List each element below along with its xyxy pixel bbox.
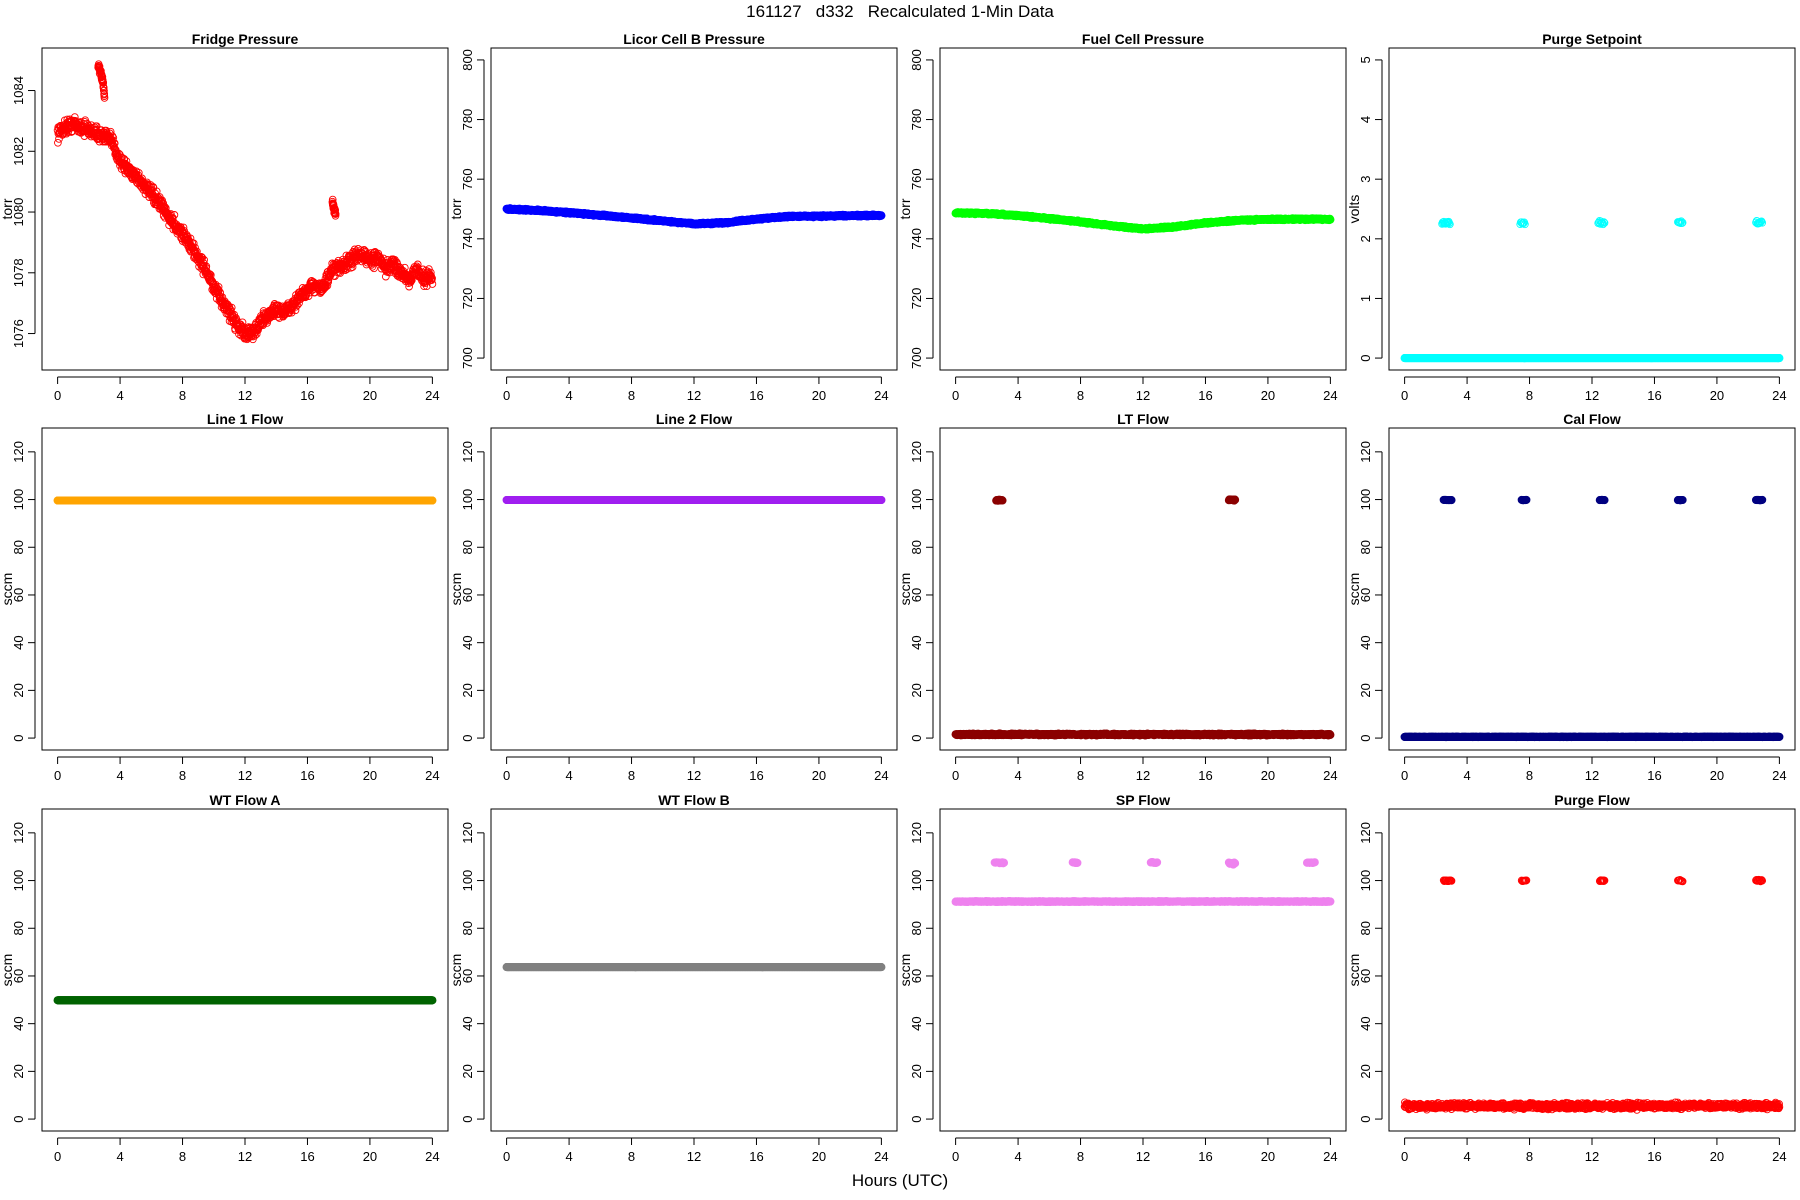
y-tick-label: 800 xyxy=(460,49,475,71)
panel-title: Fuel Cell Pressure xyxy=(1082,31,1204,47)
x-tick-label: 0 xyxy=(54,388,61,403)
data-point xyxy=(84,121,93,130)
x-tick-label: 12 xyxy=(238,388,252,403)
x-tick-label: 16 xyxy=(749,388,763,403)
data-point xyxy=(111,144,119,153)
y-axis-label: torr xyxy=(0,198,15,219)
data-point xyxy=(206,270,214,279)
y-tick-label: 760 xyxy=(460,168,475,190)
x-tick-label: 0 xyxy=(503,388,510,403)
x-tick-label: 24 xyxy=(874,388,888,403)
y-tick-label: 740 xyxy=(909,228,924,250)
data-point xyxy=(877,211,886,220)
x-tick-label: 12 xyxy=(687,388,701,403)
data-point xyxy=(306,288,314,297)
data-point xyxy=(218,293,227,302)
x-tick-label: 8 xyxy=(628,388,635,403)
y-axis-label: torr xyxy=(897,198,913,219)
panel-1: Licor Cell B Pressure 0 4 8 12 16 20 24 700 720 74… xyxy=(448,31,898,403)
data-point xyxy=(189,239,198,248)
panel-title: Licor Cell B Pressure xyxy=(623,31,765,47)
data-point xyxy=(198,253,207,262)
data-point xyxy=(158,196,166,205)
y-tick-label: 720 xyxy=(909,288,924,310)
y-tick-label: 720 xyxy=(460,288,475,310)
x-tick-label: 4 xyxy=(1014,388,1021,403)
y-tick-label: 760 xyxy=(909,168,924,190)
data-point xyxy=(109,133,118,142)
data-points xyxy=(951,208,1335,234)
y-tick-label: 780 xyxy=(909,109,924,131)
x-tick-label: 16 xyxy=(1198,388,1212,403)
data-point xyxy=(193,247,201,256)
y-tick-label: 1076 xyxy=(11,319,26,348)
data-point xyxy=(323,281,332,290)
data-point xyxy=(70,113,79,121)
x-tick-label: 20 xyxy=(812,388,826,403)
data-point xyxy=(304,292,313,300)
x-tick-label: 12 xyxy=(1136,388,1150,403)
x-tick-label: 20 xyxy=(1261,388,1275,403)
y-tick-label: 700 xyxy=(460,347,475,369)
data-point xyxy=(216,288,225,297)
data-points xyxy=(1400,216,1784,363)
y-tick-label: 700 xyxy=(909,347,924,369)
data-point xyxy=(222,302,231,310)
data-points xyxy=(502,204,886,229)
data-point xyxy=(252,330,261,338)
data-point xyxy=(54,138,62,147)
figure-title: 161127 d332 Recalculated 1-Min Data xyxy=(746,2,1054,21)
y-tick-label: 740 xyxy=(460,228,475,250)
x-tick-label: 0 xyxy=(952,388,959,403)
y-tick-label: 780 xyxy=(460,109,475,131)
data-point xyxy=(227,303,236,312)
x-tick-label: 24 xyxy=(1323,388,1337,403)
panel-title: Fridge Pressure xyxy=(192,31,299,47)
y-axis-label: torr xyxy=(448,198,464,219)
x-tick-label: 16 xyxy=(300,388,314,403)
x-tick-label: 4 xyxy=(116,388,123,403)
y-tick-label: 800 xyxy=(909,49,924,71)
data-point xyxy=(291,306,300,315)
data-point xyxy=(179,223,188,232)
data-points xyxy=(53,60,437,344)
x-tick-label: 8 xyxy=(1077,388,1084,403)
x-tick-label: 4 xyxy=(565,388,572,403)
data-point xyxy=(170,211,179,219)
data-point xyxy=(191,243,199,252)
x-tick-label: 24 xyxy=(425,388,439,403)
data-point xyxy=(249,335,257,344)
y-tick-label: 1084 xyxy=(11,76,26,105)
data-point xyxy=(108,132,117,141)
data-point xyxy=(1326,215,1335,224)
data-point xyxy=(343,265,351,273)
data-point xyxy=(157,197,166,206)
plot-frame xyxy=(939,47,1347,371)
data-point xyxy=(214,282,223,291)
panel-2: Fuel Cell Pressure 0 4 8 12 16 20 24 700 720 740 76… xyxy=(897,31,1347,403)
x-tick-label: 20 xyxy=(363,388,377,403)
y-tick-label: 1078 xyxy=(11,258,26,287)
y-tick-label: 1082 xyxy=(11,137,26,166)
x-tick-label: 8 xyxy=(179,388,186,403)
